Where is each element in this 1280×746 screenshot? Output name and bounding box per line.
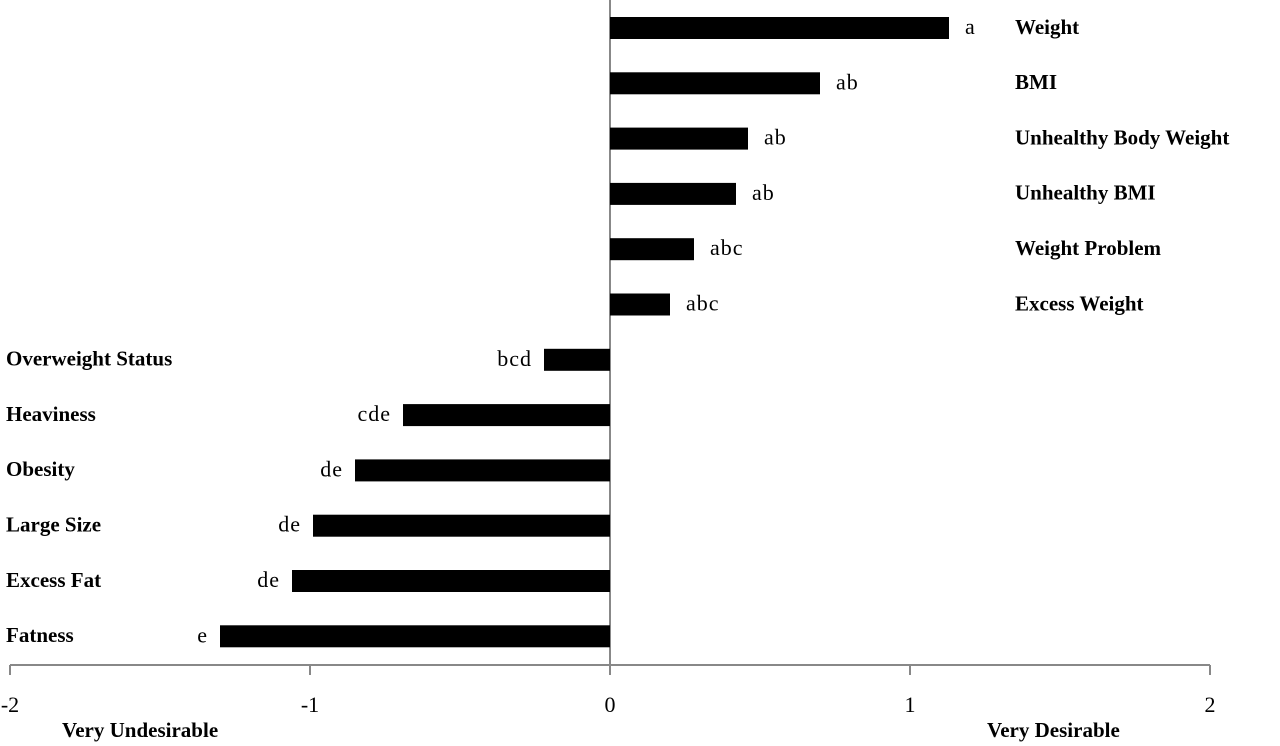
significance-letter: de: [257, 567, 280, 592]
significance-letter: de: [278, 512, 301, 537]
bar: [610, 72, 820, 95]
category-label: Unhealthy Body Weight: [1015, 125, 1229, 149]
bar: [610, 182, 736, 205]
bar: [313, 514, 610, 537]
significance-letter: abc: [710, 235, 744, 260]
significance-letter: ab: [752, 180, 775, 205]
bar: [610, 17, 949, 39]
category-label: BMI: [1015, 70, 1057, 94]
significance-letter: de: [320, 456, 343, 481]
x-tick-label: 0: [605, 692, 616, 717]
significance-letter: e: [197, 622, 208, 647]
x-tick-label: 1: [905, 692, 916, 717]
significance-letter: bcd: [497, 346, 532, 371]
significance-letter: cde: [357, 401, 391, 426]
significance-letter: ab: [836, 69, 859, 94]
category-label: Unhealthy BMI: [1015, 181, 1156, 205]
category-label: Excess Weight: [1015, 291, 1144, 315]
category-label: Fatness: [6, 623, 74, 647]
significance-letter: a: [965, 14, 976, 39]
bar: [610, 293, 670, 316]
bar: [610, 238, 694, 261]
bar: [220, 625, 610, 648]
category-label: Heaviness: [6, 402, 96, 426]
bar: [610, 127, 748, 150]
x-tick-label: -1: [301, 692, 319, 717]
bar: [292, 570, 610, 592]
bar: [403, 404, 610, 427]
x-tick-label: 2: [1205, 692, 1216, 717]
category-label: Weight: [1015, 15, 1079, 39]
bar: [544, 348, 610, 371]
significance-letter: ab: [764, 125, 787, 150]
right-axis-label: Very Desirable: [987, 718, 1120, 742]
category-label: Obesity: [6, 457, 75, 481]
significance-letter: abc: [686, 291, 720, 316]
category-label: Excess Fat: [6, 568, 101, 592]
left-axis-label: Very Undesirable: [62, 718, 218, 742]
category-label: Overweight Status: [6, 347, 172, 371]
category-label: Weight Problem: [1015, 236, 1162, 260]
category-label: Large Size: [6, 513, 101, 537]
x-tick-label: -2: [1, 692, 19, 717]
bar: [355, 459, 610, 482]
